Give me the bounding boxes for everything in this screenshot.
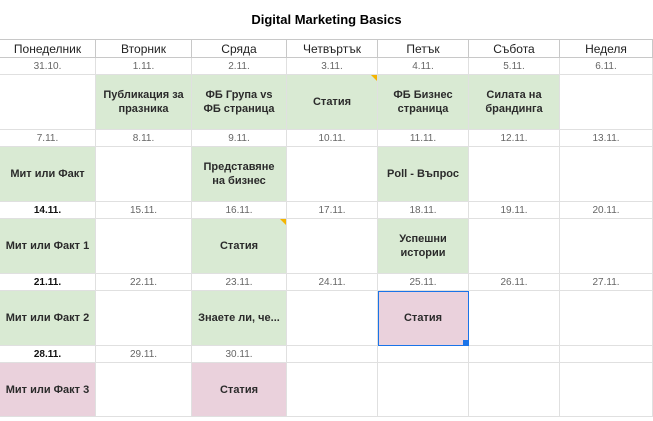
task-cell[interactable] bbox=[287, 291, 378, 346]
task-label: Статия bbox=[312, 96, 352, 108]
day-header-thursday[interactable]: Четвъртък bbox=[287, 40, 378, 58]
date-cell[interactable] bbox=[378, 346, 469, 363]
task-cell[interactable]: ФБ Група vs ФБ страница bbox=[192, 75, 287, 130]
date-cell[interactable]: 26.11. bbox=[469, 274, 560, 291]
task-cell[interactable] bbox=[469, 147, 560, 202]
date-cell[interactable]: 13.11. bbox=[560, 130, 653, 147]
task-cell[interactable] bbox=[560, 363, 653, 417]
sheet-title[interactable]: Digital Marketing Basics bbox=[0, 0, 653, 40]
task-cell[interactable] bbox=[287, 363, 378, 417]
date-cell[interactable]: 23.11. bbox=[192, 274, 287, 291]
task-label: Статия bbox=[219, 240, 259, 252]
date-cell[interactable]: 27.11. bbox=[560, 274, 653, 291]
task-cell[interactable]: Статия bbox=[287, 75, 378, 130]
task-cell[interactable] bbox=[378, 363, 469, 417]
fill-handle[interactable] bbox=[463, 340, 468, 345]
day-header-sunday[interactable]: Неделя bbox=[560, 40, 653, 58]
task-cell[interactable] bbox=[560, 291, 653, 346]
task-cell[interactable]: Мит или Факт 3 bbox=[0, 363, 96, 417]
task-label: Статия bbox=[403, 312, 443, 324]
comment-flag-icon bbox=[371, 75, 377, 81]
task-cell[interactable]: Статия bbox=[192, 219, 287, 274]
date-cell[interactable]: 10.11. bbox=[287, 130, 378, 147]
comment-flag-icon bbox=[280, 219, 286, 225]
calendar-grid: Понеделник Вторник Сряда Четвъртък Петък… bbox=[0, 40, 653, 417]
date-cell[interactable]: 7.11. bbox=[0, 130, 96, 147]
day-header-monday[interactable]: Понеделник bbox=[0, 40, 96, 58]
day-header-saturday[interactable]: Събота bbox=[469, 40, 560, 58]
task-cell[interactable]: Успешни истории bbox=[378, 219, 469, 274]
task-cell[interactable] bbox=[469, 363, 560, 417]
date-cell[interactable]: 28.11. bbox=[0, 346, 96, 363]
task-cell[interactable]: Знаете ли, че... bbox=[192, 291, 287, 346]
date-cell[interactable]: 9.11. bbox=[192, 130, 287, 147]
task-cell[interactable] bbox=[96, 219, 192, 274]
date-cell[interactable]: 31.10. bbox=[0, 58, 96, 75]
date-cell[interactable]: 30.11. bbox=[192, 346, 287, 363]
day-header-friday[interactable]: Петък bbox=[378, 40, 469, 58]
date-cell[interactable]: 20.11. bbox=[560, 202, 653, 219]
task-cell[interactable] bbox=[287, 147, 378, 202]
date-cell[interactable]: 25.11. bbox=[378, 274, 469, 291]
date-cell[interactable]: 11.11. bbox=[378, 130, 469, 147]
task-cell[interactable] bbox=[560, 75, 653, 130]
date-cell[interactable]: 29.11. bbox=[96, 346, 192, 363]
date-cell[interactable]: 4.11. bbox=[378, 58, 469, 75]
date-cell[interactable]: 1.11. bbox=[96, 58, 192, 75]
date-cell[interactable]: 24.11. bbox=[287, 274, 378, 291]
date-cell[interactable]: 3.11. bbox=[287, 58, 378, 75]
task-cell[interactable]: Представяне на бизнес bbox=[192, 147, 287, 202]
date-cell[interactable]: 22.11. bbox=[96, 274, 192, 291]
date-cell[interactable]: 14.11. bbox=[0, 202, 96, 219]
task-cell[interactable]: Мит или Факт 2 bbox=[0, 291, 96, 346]
day-header-tuesday[interactable]: Вторник bbox=[96, 40, 192, 58]
date-cell[interactable]: 5.11. bbox=[469, 58, 560, 75]
task-cell[interactable]: Статия bbox=[192, 363, 287, 417]
task-cell[interactable] bbox=[96, 291, 192, 346]
task-cell[interactable] bbox=[0, 75, 96, 130]
task-cell[interactable] bbox=[469, 291, 560, 346]
task-cell[interactable] bbox=[287, 219, 378, 274]
date-cell[interactable]: 15.11. bbox=[96, 202, 192, 219]
date-cell[interactable]: 21.11. bbox=[0, 274, 96, 291]
date-cell[interactable]: 2.11. bbox=[192, 58, 287, 75]
date-cell[interactable]: 6.11. bbox=[560, 58, 653, 75]
date-cell[interactable]: 16.11. bbox=[192, 202, 287, 219]
date-cell[interactable]: 12.11. bbox=[469, 130, 560, 147]
date-cell[interactable]: 8.11. bbox=[96, 130, 192, 147]
date-cell[interactable] bbox=[287, 346, 378, 363]
day-header-wednesday[interactable]: Сряда bbox=[192, 40, 287, 58]
task-cell[interactable] bbox=[560, 219, 653, 274]
date-cell[interactable]: 18.11. bbox=[378, 202, 469, 219]
task-cell[interactable]: Силата на брандинга bbox=[469, 75, 560, 130]
task-cell[interactable]: Публикация за празника bbox=[96, 75, 192, 130]
task-cell[interactable] bbox=[560, 147, 653, 202]
task-cell[interactable] bbox=[469, 219, 560, 274]
task-cell[interactable] bbox=[96, 363, 192, 417]
date-cell[interactable] bbox=[469, 346, 560, 363]
selected-task-cell[interactable]: Статия bbox=[378, 291, 469, 346]
date-cell[interactable] bbox=[560, 346, 653, 363]
date-cell[interactable]: 17.11. bbox=[287, 202, 378, 219]
task-cell[interactable]: Мит или Факт bbox=[0, 147, 96, 202]
task-cell[interactable]: Poll - Въпрос bbox=[378, 147, 469, 202]
task-cell[interactable]: ФБ Бизнес страница bbox=[378, 75, 469, 130]
task-cell[interactable] bbox=[96, 147, 192, 202]
date-cell[interactable]: 19.11. bbox=[469, 202, 560, 219]
task-cell[interactable]: Мит или Факт 1 bbox=[0, 219, 96, 274]
